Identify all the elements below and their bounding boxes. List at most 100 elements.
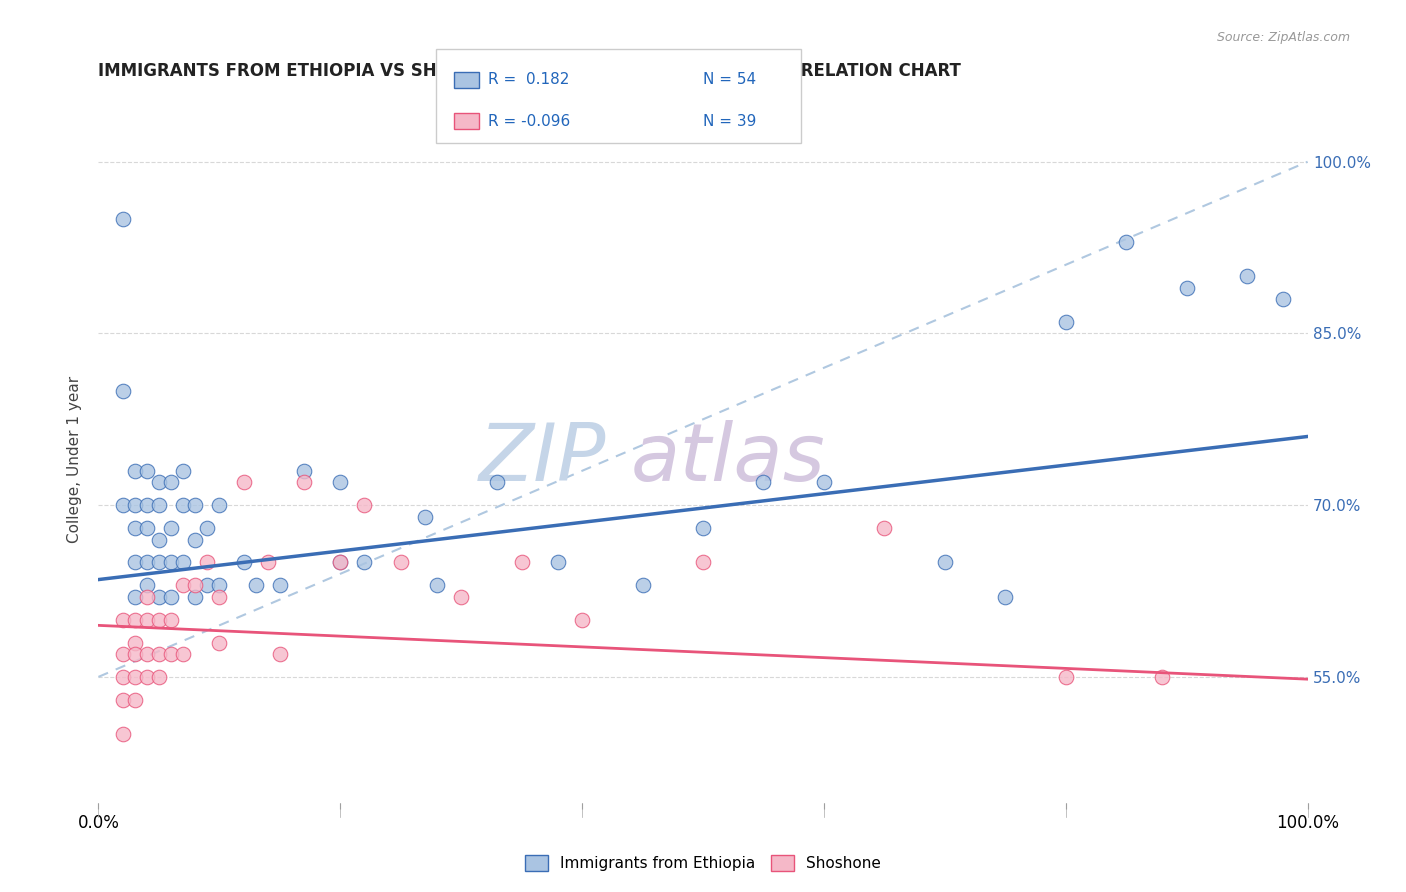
Point (245, 578, 267, 592)
Point (148, 555, 170, 570)
Text: ZIP: ZIP (479, 420, 606, 499)
Point (135, 578, 157, 592)
Point (184, 578, 207, 592)
Point (148, 498, 170, 512)
Point (111, 727, 134, 741)
Point (413, 509, 436, 524)
Point (450, 590, 472, 604)
Point (510, 555, 533, 570)
Point (1115, 235, 1137, 249)
Point (111, 647, 134, 661)
Point (111, 670, 134, 684)
Point (184, 498, 207, 512)
Point (353, 498, 375, 512)
Point (934, 555, 956, 570)
Point (111, 384, 134, 398)
Point (329, 475, 352, 490)
Text: N = 39: N = 39 (703, 114, 756, 129)
Point (160, 475, 183, 490)
Point (208, 498, 231, 512)
Point (135, 464, 157, 478)
Point (135, 590, 157, 604)
Point (1175, 281, 1198, 295)
Point (148, 533, 170, 547)
Point (292, 475, 315, 490)
Point (148, 670, 170, 684)
Point (172, 555, 194, 570)
Point (160, 647, 183, 661)
Point (124, 555, 146, 570)
Text: R = -0.096: R = -0.096 (488, 114, 569, 129)
Point (160, 521, 183, 535)
Point (172, 647, 194, 661)
Point (195, 578, 218, 592)
Point (269, 647, 291, 661)
Point (1272, 292, 1295, 306)
Point (232, 475, 254, 490)
Point (148, 647, 170, 661)
Point (111, 693, 134, 707)
Point (195, 521, 218, 535)
Point (135, 670, 157, 684)
Point (124, 670, 146, 684)
Point (256, 555, 278, 570)
Point (195, 555, 218, 570)
Point (692, 521, 714, 535)
Point (135, 613, 157, 627)
Text: N = 54: N = 54 (703, 72, 756, 87)
Point (172, 578, 194, 592)
Point (124, 464, 146, 478)
Point (873, 521, 896, 535)
Text: IMMIGRANTS FROM ETHIOPIA VS SHOSHONE COLLEGE, UNDER 1 YEAR CORRELATION CHART: IMMIGRANTS FROM ETHIOPIA VS SHOSHONE COL… (98, 62, 962, 80)
Point (269, 578, 291, 592)
Point (547, 555, 569, 570)
Point (353, 555, 375, 570)
Point (172, 464, 194, 478)
Point (426, 578, 449, 592)
Point (486, 475, 509, 490)
Point (631, 578, 654, 592)
Text: Source: ZipAtlas.com: Source: ZipAtlas.com (1216, 31, 1350, 45)
Point (292, 464, 315, 478)
Point (124, 498, 146, 512)
Point (135, 521, 157, 535)
Point (135, 555, 157, 570)
Point (124, 590, 146, 604)
Point (1054, 670, 1077, 684)
Point (329, 555, 352, 570)
Point (184, 590, 207, 604)
Point (124, 693, 146, 707)
Point (813, 475, 835, 490)
Point (148, 613, 170, 627)
Point (1236, 269, 1258, 284)
Point (692, 555, 714, 570)
Point (148, 590, 170, 604)
Point (111, 498, 134, 512)
Point (1054, 315, 1077, 329)
Point (752, 475, 775, 490)
Point (172, 498, 194, 512)
Legend: Immigrants from Ethiopia, Shoshone: Immigrants from Ethiopia, Shoshone (519, 849, 887, 878)
Point (124, 647, 146, 661)
Point (148, 475, 170, 490)
Point (208, 578, 231, 592)
Point (124, 521, 146, 535)
Text: atlas: atlas (630, 420, 825, 499)
Point (389, 555, 412, 570)
Point (124, 613, 146, 627)
Point (232, 555, 254, 570)
Point (160, 590, 183, 604)
Y-axis label: College, Under 1 year: College, Under 1 year (67, 376, 83, 543)
Text: R =  0.182: R = 0.182 (488, 72, 569, 87)
Point (1152, 670, 1174, 684)
Point (124, 635, 146, 649)
Point (329, 555, 352, 570)
Point (111, 613, 134, 627)
Point (111, 212, 134, 227)
Point (571, 613, 593, 627)
Point (135, 647, 157, 661)
Point (184, 533, 207, 547)
Point (208, 590, 231, 604)
Point (994, 590, 1017, 604)
Point (208, 635, 231, 649)
